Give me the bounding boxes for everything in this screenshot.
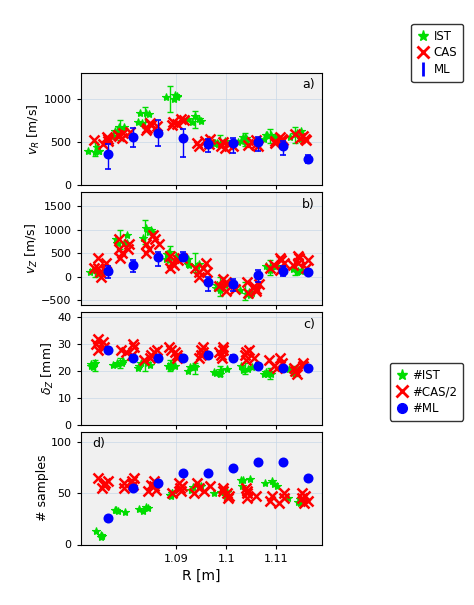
Y-axis label: $v_R$ [m/s]: $v_R$ [m/s]	[26, 103, 42, 155]
Legend: IST, CAS, ML: IST, CAS, ML	[411, 24, 464, 82]
Y-axis label: $v_Z$ [m/s]: $v_Z$ [m/s]	[24, 223, 40, 275]
Text: c): c)	[303, 318, 315, 330]
Y-axis label: # samples: # samples	[36, 455, 49, 522]
Legend: #IST, #CAS/2, #ML: #IST, #CAS/2, #ML	[390, 363, 464, 420]
Text: b): b)	[302, 198, 315, 211]
Y-axis label: $\delta_Z$ [mm]: $\delta_Z$ [mm]	[40, 342, 56, 395]
X-axis label: R [m]: R [m]	[182, 569, 221, 583]
Text: a): a)	[302, 78, 315, 91]
Text: d): d)	[93, 437, 106, 450]
